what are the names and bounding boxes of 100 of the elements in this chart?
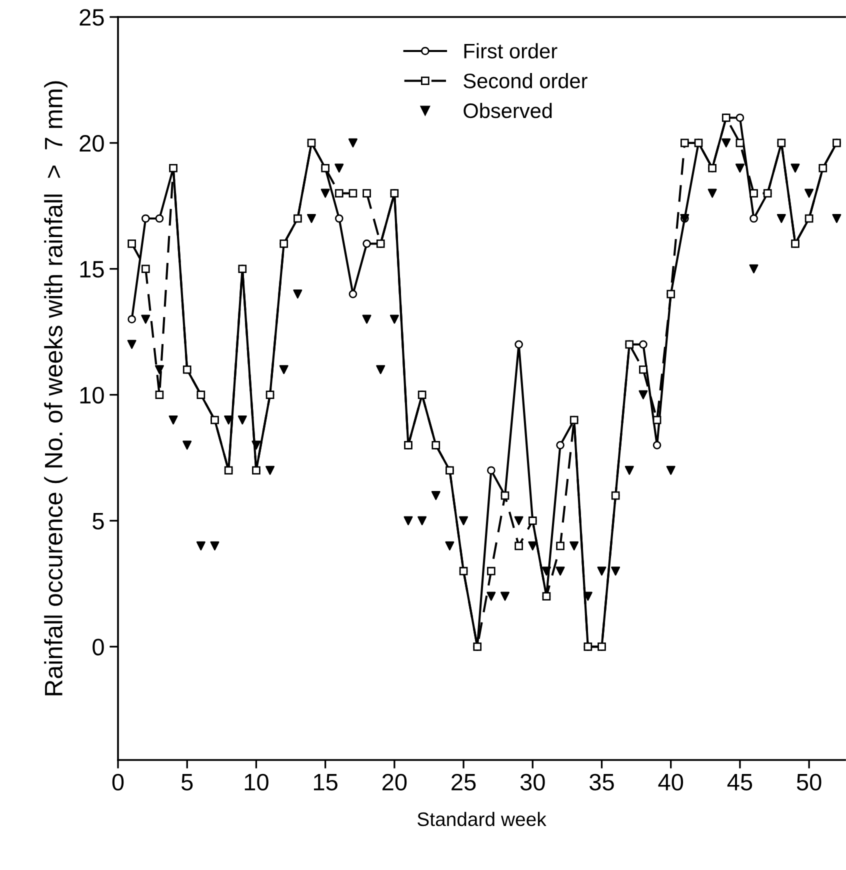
point xyxy=(500,592,510,601)
y-tick-label: 10 xyxy=(80,386,104,404)
point xyxy=(266,390,274,399)
point xyxy=(169,164,178,172)
x-tick-label: 15 xyxy=(314,774,338,791)
point xyxy=(624,466,634,475)
point xyxy=(182,365,192,374)
point xyxy=(570,416,578,424)
x-axis-title: Standard week xyxy=(418,812,546,826)
legend-label: Observed xyxy=(464,102,552,118)
point xyxy=(680,138,689,148)
point xyxy=(666,466,676,475)
point xyxy=(182,440,192,450)
x-tick-label: 45 xyxy=(727,774,752,791)
point xyxy=(750,214,758,223)
point xyxy=(141,264,150,274)
point xyxy=(128,240,136,248)
point xyxy=(804,188,814,198)
point xyxy=(307,138,316,148)
x-tick-label: 30 xyxy=(520,774,545,791)
point xyxy=(487,466,496,475)
point xyxy=(583,592,592,601)
point xyxy=(141,314,150,324)
point xyxy=(348,290,358,298)
point xyxy=(735,164,744,173)
point xyxy=(376,240,385,248)
point xyxy=(804,214,814,223)
x-tick-label: 25 xyxy=(452,774,476,791)
point xyxy=(128,315,136,324)
point xyxy=(556,542,564,550)
point xyxy=(500,491,510,500)
point xyxy=(556,441,564,450)
point xyxy=(280,240,288,248)
point xyxy=(736,138,744,148)
point xyxy=(432,441,440,450)
x-tick-label: 50 xyxy=(796,774,822,791)
point xyxy=(666,290,676,298)
point xyxy=(418,516,427,526)
point xyxy=(155,390,164,399)
point xyxy=(404,516,413,526)
point xyxy=(528,516,537,525)
point xyxy=(154,365,164,374)
x-tick-label: 5 xyxy=(181,774,193,791)
y-tick-label: 0 xyxy=(92,638,104,656)
point xyxy=(168,415,178,424)
y-tick-label: 25 xyxy=(80,9,104,26)
point xyxy=(362,314,372,324)
point xyxy=(459,516,468,526)
point xyxy=(238,415,247,424)
point xyxy=(348,138,358,148)
point xyxy=(390,314,399,324)
point xyxy=(334,214,344,223)
point xyxy=(390,189,399,198)
point xyxy=(459,566,468,576)
point xyxy=(431,491,440,500)
point xyxy=(321,164,330,172)
point xyxy=(320,188,330,198)
point xyxy=(238,264,247,274)
point xyxy=(542,592,551,600)
point xyxy=(362,189,371,198)
point xyxy=(252,466,260,475)
point xyxy=(473,642,482,651)
point xyxy=(334,189,344,198)
point xyxy=(639,340,648,349)
point xyxy=(639,365,648,374)
point xyxy=(196,541,206,550)
point xyxy=(210,541,220,550)
point xyxy=(362,240,371,248)
point xyxy=(736,114,744,122)
point xyxy=(763,189,772,198)
point xyxy=(790,164,800,173)
point xyxy=(722,138,731,148)
y-tick-label: 15 xyxy=(80,261,104,278)
point xyxy=(611,491,620,500)
point xyxy=(776,214,786,223)
point xyxy=(294,214,302,223)
point xyxy=(279,365,288,374)
point xyxy=(832,214,842,223)
point xyxy=(652,416,662,424)
point xyxy=(514,516,524,526)
point xyxy=(542,566,551,576)
point xyxy=(446,466,454,475)
point xyxy=(625,340,634,349)
point xyxy=(196,390,206,399)
point xyxy=(141,214,150,223)
point xyxy=(487,566,496,576)
legend-label: First order xyxy=(464,43,558,58)
point xyxy=(127,340,136,349)
point xyxy=(611,566,620,576)
point xyxy=(694,138,703,148)
y-axis-title: Rainfall occurence ( No. of weeks with rainfall > 7 mm) xyxy=(44,81,68,696)
point xyxy=(293,290,302,299)
y-tick-label: 5 xyxy=(92,513,104,530)
point xyxy=(708,188,717,198)
point xyxy=(556,566,565,576)
point xyxy=(376,365,386,374)
point xyxy=(652,441,662,450)
point xyxy=(584,642,592,651)
point xyxy=(570,541,579,550)
x-tick-label: 0 xyxy=(112,774,124,791)
